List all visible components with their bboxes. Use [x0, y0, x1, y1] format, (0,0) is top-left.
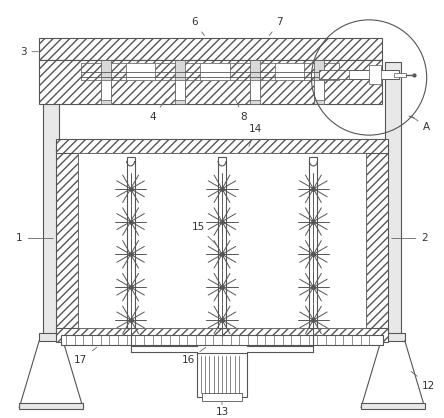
Bar — [127, 157, 135, 328]
Bar — [218, 157, 226, 328]
Text: 17: 17 — [74, 347, 97, 364]
Bar — [305, 63, 339, 81]
Bar — [81, 63, 126, 81]
Text: 15: 15 — [191, 222, 216, 245]
Bar — [101, 81, 111, 100]
Bar — [200, 63, 230, 81]
Text: 12: 12 — [411, 371, 435, 390]
Bar — [101, 60, 111, 104]
Bar — [175, 60, 185, 104]
Text: 6: 6 — [191, 17, 204, 36]
Text: A: A — [411, 116, 430, 132]
Text: 7: 7 — [270, 17, 283, 36]
Text: 13: 13 — [215, 403, 229, 417]
Bar — [175, 81, 185, 100]
Text: 3: 3 — [20, 47, 38, 57]
Text: 16: 16 — [182, 347, 206, 364]
Bar — [39, 333, 63, 341]
Bar — [361, 403, 425, 409]
Text: 8: 8 — [235, 99, 247, 122]
Bar — [19, 403, 83, 409]
Text: 4: 4 — [149, 99, 166, 122]
Bar — [197, 353, 247, 398]
Bar — [39, 60, 382, 104]
Bar — [56, 328, 388, 342]
Bar — [369, 65, 381, 84]
Bar — [56, 147, 78, 332]
Bar — [366, 147, 388, 332]
Bar — [314, 60, 324, 104]
Bar — [43, 61, 59, 336]
Bar — [319, 69, 349, 79]
Text: 1: 1 — [16, 234, 53, 243]
Bar — [385, 61, 401, 336]
Bar — [250, 60, 260, 104]
Bar — [230, 63, 275, 81]
Bar — [319, 69, 399, 79]
Text: 14: 14 — [249, 124, 262, 146]
Bar — [381, 333, 405, 341]
Bar — [250, 81, 260, 100]
Bar — [314, 81, 324, 100]
Bar — [202, 393, 242, 401]
Bar — [309, 157, 317, 328]
Bar — [61, 335, 383, 345]
Bar — [126, 63, 155, 81]
Bar — [78, 153, 366, 328]
Text: 2: 2 — [392, 234, 428, 243]
Bar — [81, 63, 339, 81]
Bar — [394, 73, 406, 77]
Bar — [155, 63, 200, 81]
Bar — [275, 63, 305, 81]
Bar — [56, 139, 388, 153]
Bar — [39, 38, 382, 60]
